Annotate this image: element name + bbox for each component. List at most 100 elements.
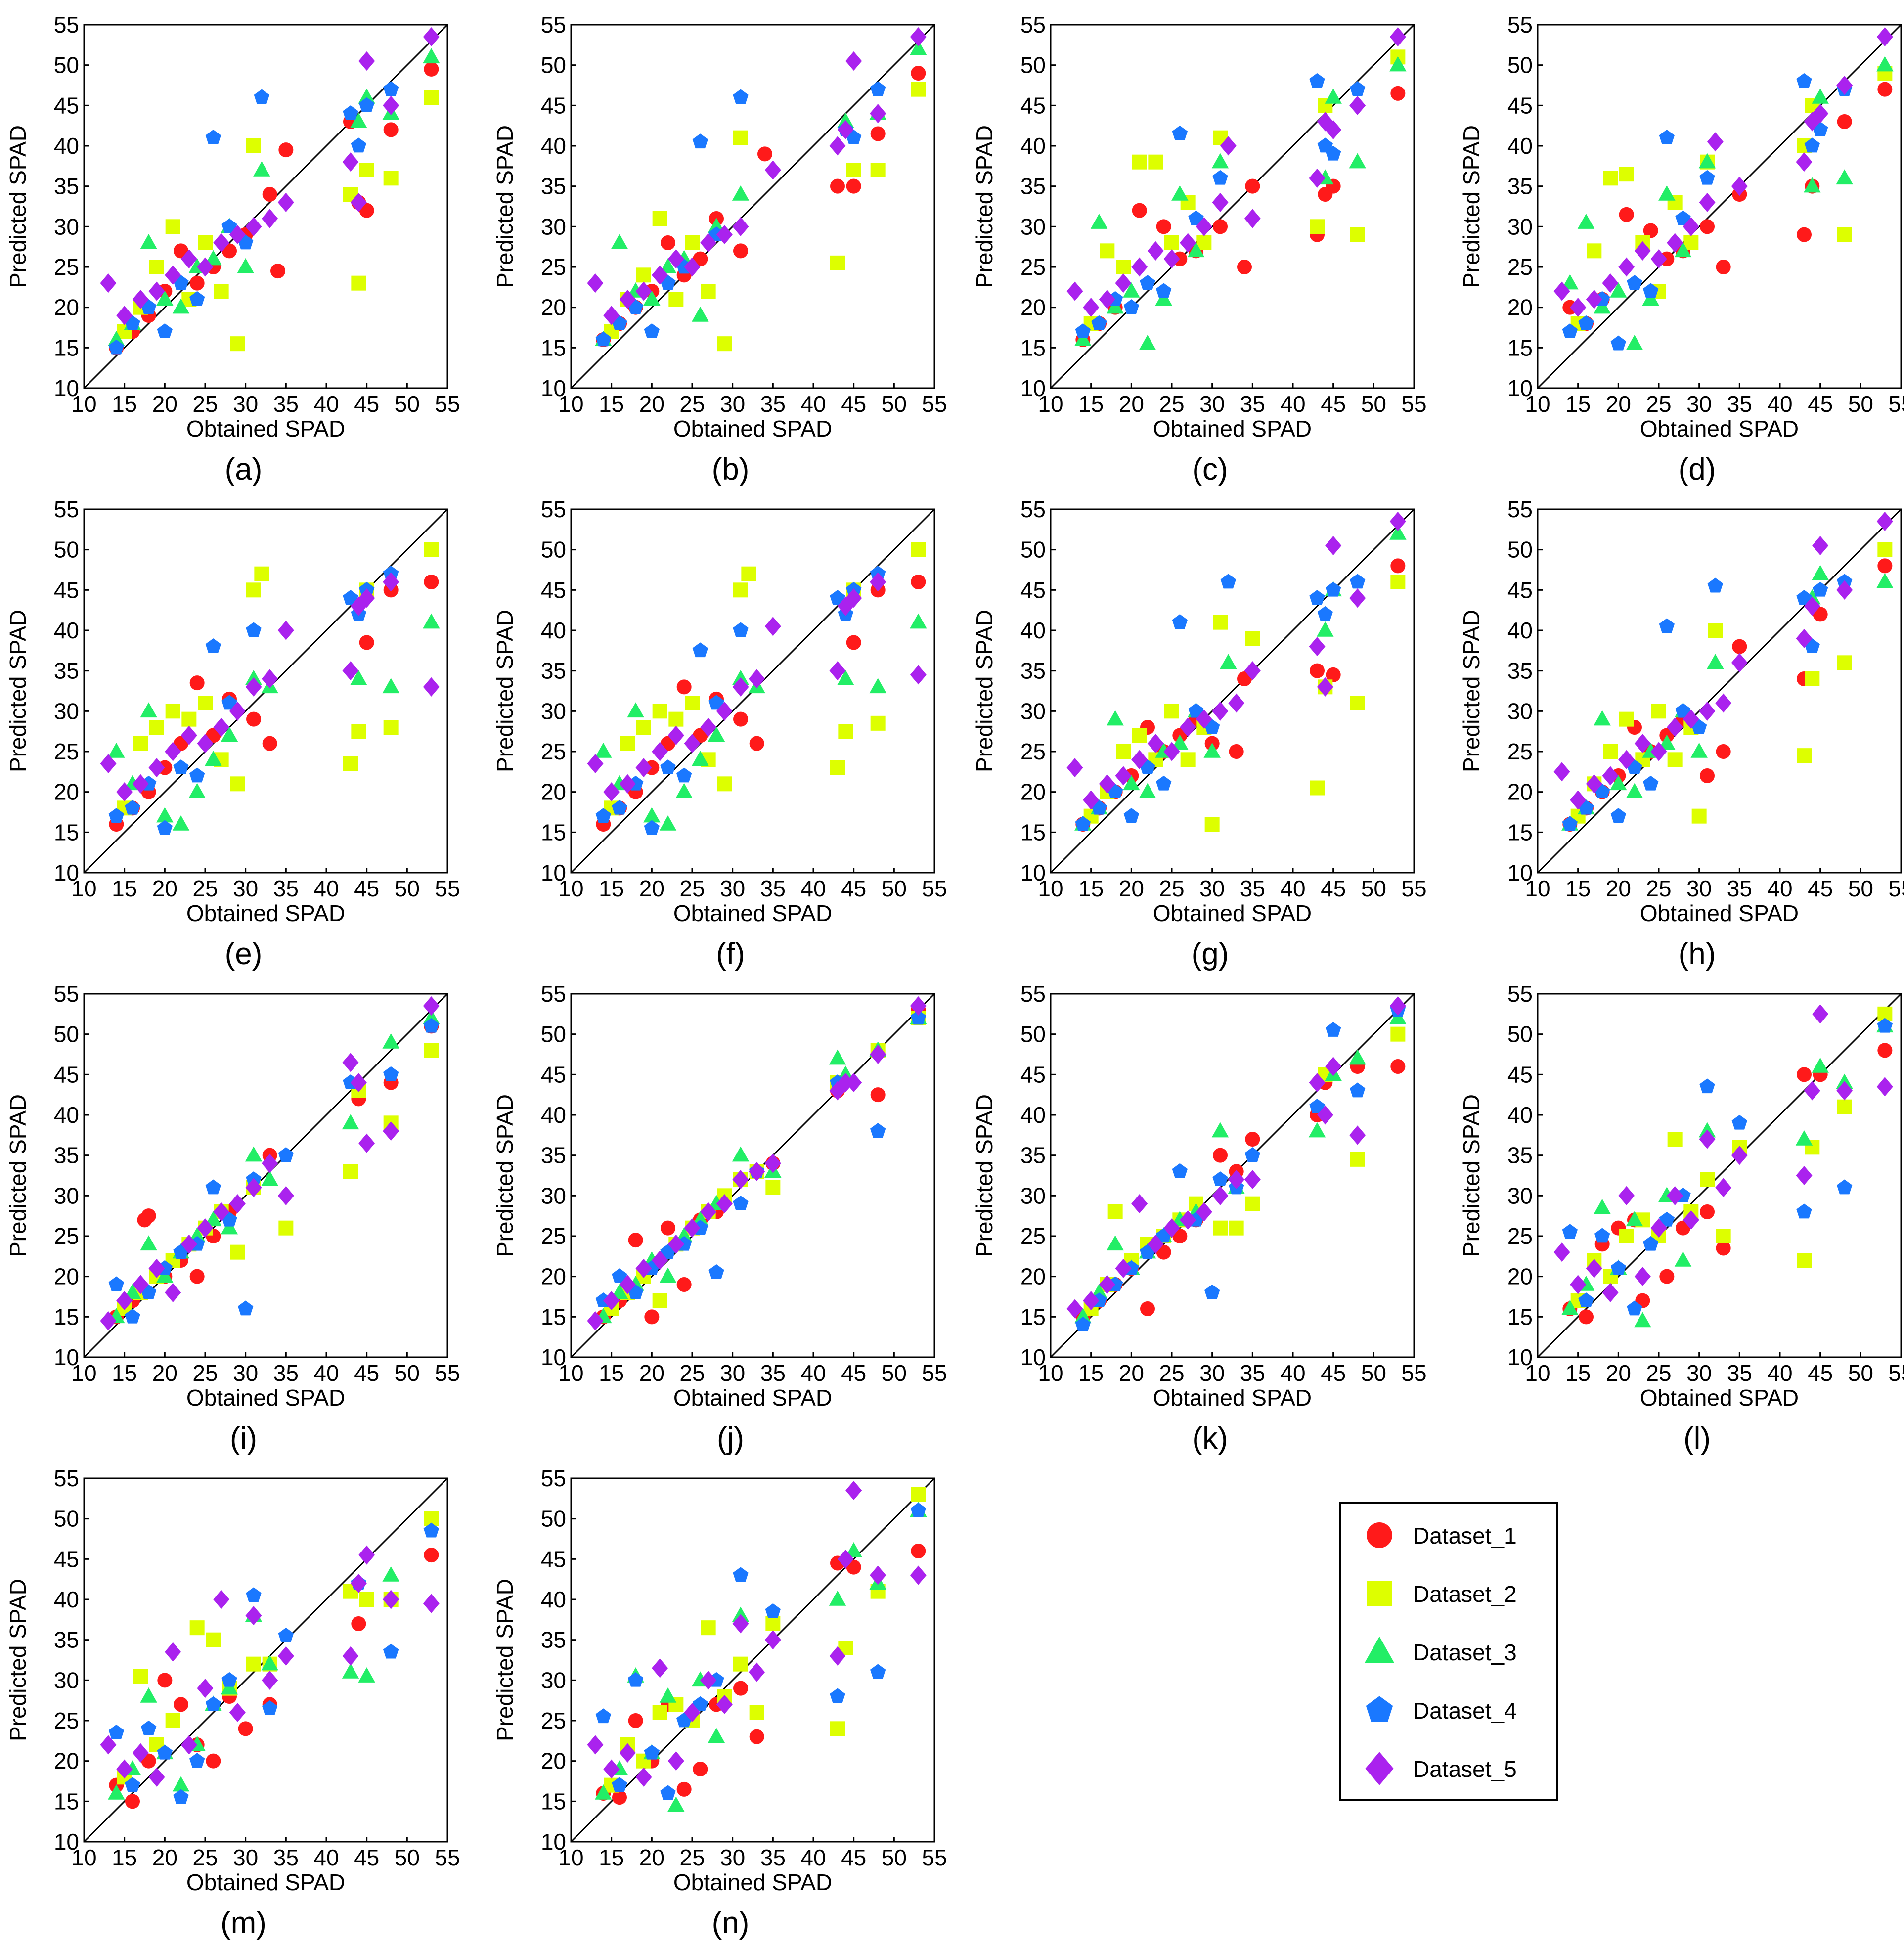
data-point-dataset_3 xyxy=(140,1235,157,1251)
x-tick-label: 25 xyxy=(679,391,705,417)
x-tick-label: 40 xyxy=(1280,1360,1305,1386)
panel-label: (c) xyxy=(1192,452,1228,487)
x-axis-label: Obtained SPAD xyxy=(1640,416,1799,442)
data-point-dataset_3 xyxy=(245,1146,263,1162)
data-point-dataset_5 xyxy=(684,257,701,277)
data-point-dataset_1 xyxy=(676,679,692,695)
data-point-dataset_4 xyxy=(423,1522,440,1538)
data-point-dataset_1 xyxy=(1877,558,1893,574)
x-tick-label: 35 xyxy=(1727,1360,1752,1386)
data-point-dataset_3 xyxy=(1317,621,1334,637)
data-point-dataset_2 xyxy=(668,711,684,727)
x-tick-label: 15 xyxy=(599,1360,624,1386)
x-tick-label: 20 xyxy=(152,1360,177,1386)
x-tick-label: 55 xyxy=(1888,876,1904,901)
data-point-dataset_5 xyxy=(667,1234,684,1254)
y-tick-label: 15 xyxy=(54,335,79,360)
data-point-dataset_4 xyxy=(1349,574,1366,589)
data-point-dataset_5 xyxy=(749,1662,765,1682)
x-tick-label: 50 xyxy=(1848,1360,1873,1386)
data-point-dataset_5 xyxy=(1325,1057,1342,1076)
data-point-dataset_5 xyxy=(1228,1170,1245,1190)
data-point-dataset_5 xyxy=(1634,1267,1651,1286)
data-point-dataset_5 xyxy=(116,1759,133,1779)
x-tick-label: 15 xyxy=(1565,1360,1591,1386)
data-point-dataset_5 xyxy=(262,209,278,228)
x-tick-label: 55 xyxy=(1888,1360,1904,1386)
x-tick-label: 50 xyxy=(395,1360,420,1386)
y-tick-label: 15 xyxy=(1507,1304,1533,1330)
data-point-dataset_2 xyxy=(1164,235,1179,250)
y-tick-label: 45 xyxy=(541,1062,566,1087)
data-point-dataset_4 xyxy=(383,81,399,96)
data-point-dataset_2 xyxy=(351,275,366,291)
y-tick-label: 35 xyxy=(54,1143,79,1168)
data-point-dataset_4 xyxy=(278,1628,294,1642)
data-point-dataset_5 xyxy=(1147,1234,1164,1254)
data-point-dataset_2 xyxy=(1245,1196,1260,1211)
data-point-dataset_1 xyxy=(733,1681,748,1696)
data-point-dataset_3 xyxy=(708,218,725,233)
data-point-dataset_1 xyxy=(1700,1204,1715,1219)
data-point-dataset_5 xyxy=(635,758,652,778)
y-tick-label: 55 xyxy=(541,12,566,38)
x-tick-label: 55 xyxy=(922,876,947,901)
x-tick-label: 20 xyxy=(639,1360,664,1386)
data-point-dataset_5 xyxy=(262,1670,278,1690)
x-tick-label: 40 xyxy=(1767,391,1792,417)
x-axis-label: Obtained SPAD xyxy=(1640,1385,1799,1411)
data-point-dataset_1 xyxy=(661,1220,675,1236)
data-point-dataset_5 xyxy=(1650,742,1667,761)
y-tick-label: 50 xyxy=(541,537,566,563)
data-point-dataset_1 xyxy=(1700,768,1715,783)
x-tick-label: 55 xyxy=(922,1845,947,1870)
y-tick-label: 30 xyxy=(54,698,79,724)
data-point-dataset_5 xyxy=(1309,1073,1326,1093)
data-point-dataset_4 xyxy=(1317,606,1333,621)
y-tick-label: 40 xyxy=(1507,133,1533,159)
data-point-dataset_5 xyxy=(1812,536,1829,555)
data-point-dataset_5 xyxy=(1099,774,1115,794)
data-point-dataset_2 xyxy=(911,82,926,97)
data-point-dataset_1 xyxy=(125,1794,140,1809)
panels-group: 1010151520202525303035354040454550505555… xyxy=(5,12,1904,1940)
x-axis-label: Obtained SPAD xyxy=(673,1385,832,1411)
data-point-dataset_4 xyxy=(125,1777,140,1792)
y-tick-label: 35 xyxy=(541,658,566,684)
data-point-dataset_5 xyxy=(1634,734,1651,754)
data-point-dataset_5 xyxy=(132,289,149,309)
y-axis-label: Predicted SPAD xyxy=(5,1094,31,1257)
x-tick-label: 45 xyxy=(354,391,379,417)
y-tick-label: 15 xyxy=(541,819,566,845)
data-point-dataset_2 xyxy=(1691,808,1707,824)
data-point-dataset_2 xyxy=(838,724,853,739)
data-point-dataset_2 xyxy=(230,776,245,792)
data-point-dataset_4 xyxy=(733,89,749,104)
y-tick-label: 30 xyxy=(1507,214,1533,239)
data-point-dataset_4 xyxy=(173,1789,189,1804)
data-point-dataset_4 xyxy=(1578,1292,1594,1308)
data-point-dataset_4 xyxy=(1659,130,1675,145)
data-point-dataset_2 xyxy=(214,284,229,299)
data-point-dataset_3 xyxy=(659,1267,677,1283)
y-tick-label: 50 xyxy=(1020,1021,1046,1047)
data-point-dataset_2 xyxy=(181,711,197,727)
data-point-dataset_4 xyxy=(1836,1179,1853,1195)
x-tick-label: 50 xyxy=(1361,391,1386,417)
x-tick-label: 50 xyxy=(1848,876,1873,901)
data-point-dataset_5 xyxy=(277,192,294,212)
data-point-dataset_3 xyxy=(358,89,375,104)
data-point-dataset_5 xyxy=(1325,120,1342,139)
y-axis-label: Predicted SPAD xyxy=(1459,125,1484,288)
data-point-dataset_4 xyxy=(343,590,358,605)
data-point-dataset_2 xyxy=(1350,1152,1365,1167)
data-point-dataset_4 xyxy=(1140,275,1155,290)
x-tick-label: 50 xyxy=(882,876,907,901)
data-point-dataset_4 xyxy=(262,1700,278,1715)
y-tick-label: 20 xyxy=(541,295,566,320)
data-point-dataset_3 xyxy=(1203,743,1221,758)
y-tick-label: 40 xyxy=(541,1587,566,1612)
data-point-dataset_5 xyxy=(635,1767,652,1787)
data-point-dataset_3 xyxy=(1626,783,1643,798)
